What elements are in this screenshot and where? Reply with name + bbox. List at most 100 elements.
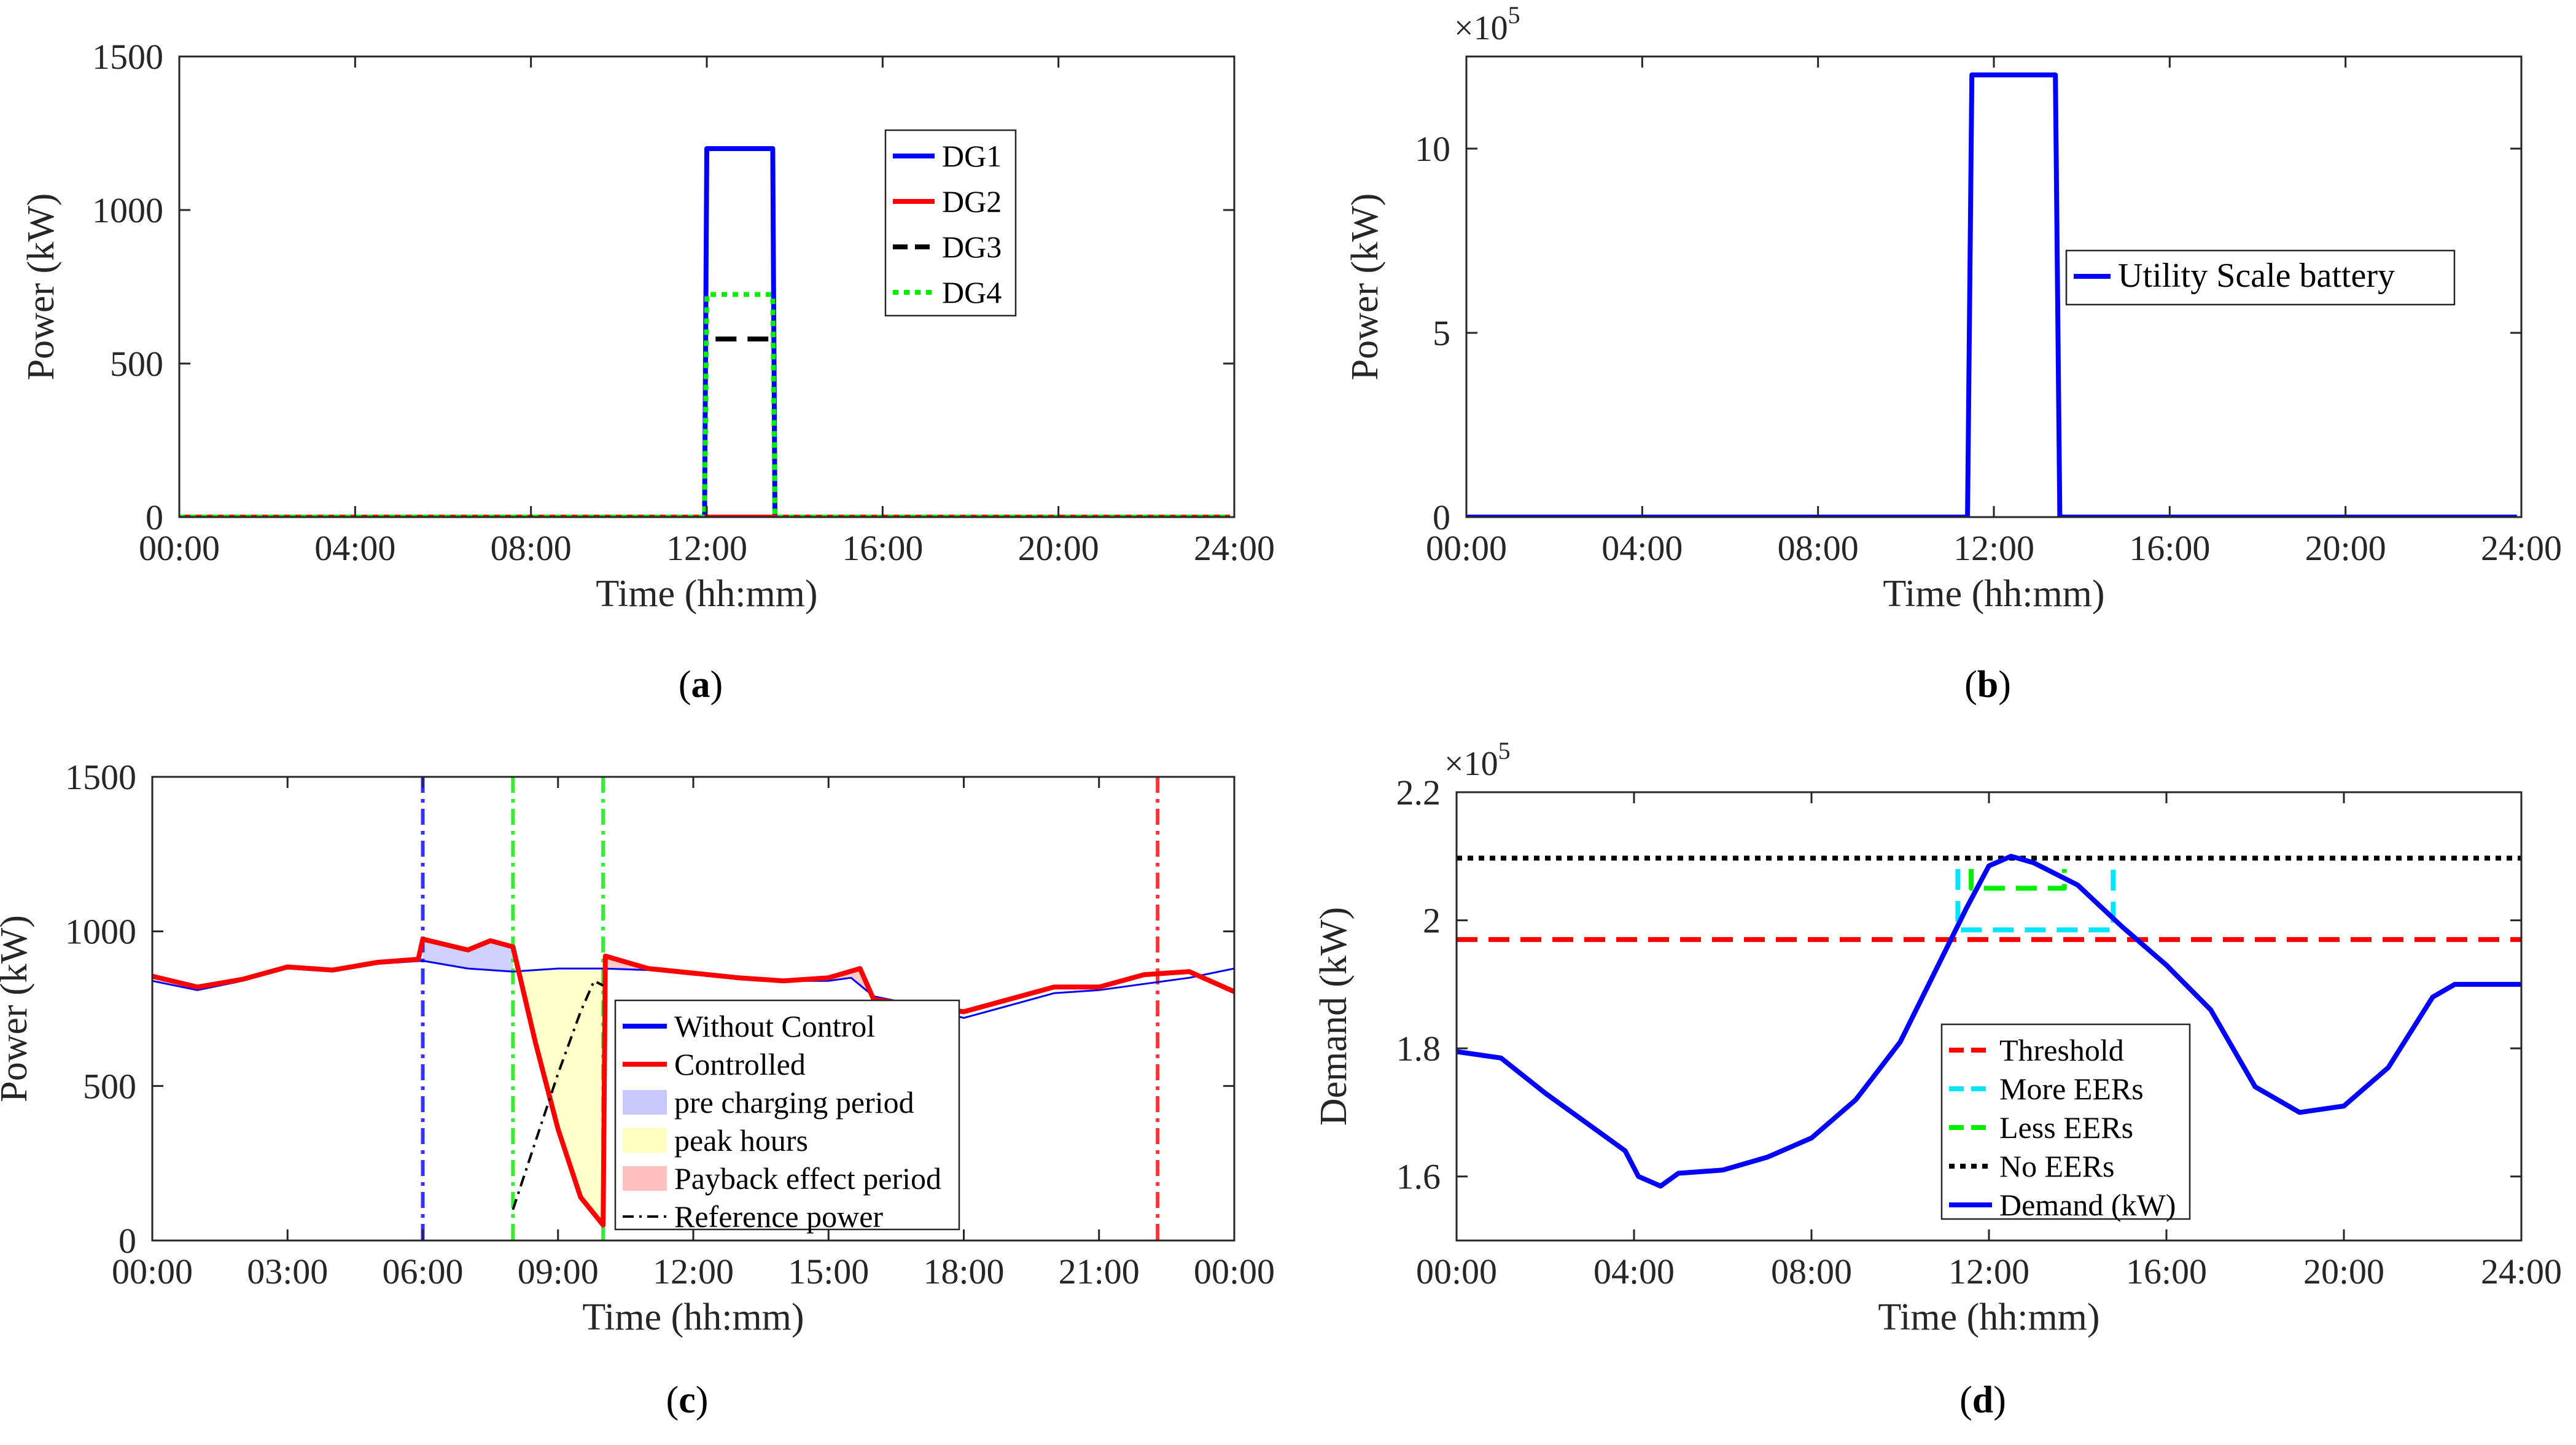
y-tick-label: 10 <box>1415 129 1450 169</box>
caption-paren: ( <box>679 664 691 706</box>
x-tick-label: 16:00 <box>842 528 923 568</box>
legend: Utility Scale battery <box>2065 249 2456 306</box>
plot-content <box>1457 854 2521 1189</box>
plot-content <box>1466 72 2517 517</box>
panel-caption: (d) <box>1959 1379 2006 1421</box>
caption-paren: ( <box>1959 1379 1972 1421</box>
x-tick-label: 16:00 <box>2129 528 2210 568</box>
y-axis-label: Power (kW) <box>0 915 35 1102</box>
legend-label: DG2 <box>942 184 1002 219</box>
legend-label: No EERs <box>1999 1149 2115 1183</box>
caption-paren: ( <box>666 1379 679 1421</box>
panel-caption: (a) <box>679 664 723 706</box>
caption-paren: ) <box>696 1379 709 1421</box>
caption-paren: ) <box>710 664 723 706</box>
panel-c: 00:00 03:00 06:00 09:00 12:00 15:00 18:00 21:00… <box>0 757 1275 1421</box>
x-axis-label: Time (hh:mm) <box>582 1296 804 1338</box>
y-tick-label: 1.6 <box>1396 1157 1441 1197</box>
x-tick-label: 20:00 <box>2305 528 2386 568</box>
panel-a: 00:00 04:00 08:00 12:00 16:00 20:00 24:00 0 500 1… <box>20 37 1275 706</box>
legend-label: Without Control <box>674 1009 875 1043</box>
fill-area-0 <box>422 939 513 972</box>
series-line-controlled <box>152 937 1234 1228</box>
legend-label: Utility Scale battery <box>2118 257 2395 295</box>
x-tick-label: 04:00 <box>1593 1252 1675 1291</box>
y-tick-label: 2.2 <box>1396 773 1441 812</box>
multiplier-exponent: 5 <box>1498 737 1511 765</box>
x-tick-label: 03:00 <box>247 1252 328 1291</box>
series-line-demand-kw- <box>1457 854 2521 1189</box>
y-tick-label: 0 <box>119 1221 136 1261</box>
x-tick-label: 20:00 <box>2303 1252 2384 1291</box>
panel-d: 00:00 04:00 08:00 12:00 16:00 20:00 24:00 1.6 1.… <box>1313 737 2562 1421</box>
legend: DG1 DG2 DG3 DG4 <box>884 129 1017 317</box>
caption-letter: d <box>1972 1379 1993 1421</box>
fill-area-1 <box>513 946 604 1225</box>
panel-b: 00:00 04:00 08:00 12:00 16:00 20:00 24:00 0 5 10 ×… <box>1344 1 2562 706</box>
x-tick-label: 12:00 <box>1948 1252 2029 1291</box>
multiplier-base: ×10 <box>1444 745 1498 783</box>
axis-multiplier: ×105 <box>1444 737 1511 783</box>
caption-letter: c <box>679 1379 696 1421</box>
legend-label: pre charging period <box>674 1085 914 1120</box>
plot-content <box>152 777 1234 1241</box>
x-tick-label: 16:00 <box>2126 1252 2207 1291</box>
x-tick-label: 24:00 <box>2481 528 2562 568</box>
legend-label: peak hours <box>674 1123 808 1158</box>
legend-box <box>884 129 1017 317</box>
y-tick-label: 1500 <box>92 37 163 77</box>
x-axis-label: Time (hh:mm) <box>1883 573 2104 615</box>
x-tick-label: 08:00 <box>1778 528 1859 568</box>
x-tick-label: 18:00 <box>923 1252 1004 1291</box>
legend-swatch <box>623 1090 667 1115</box>
axis-multiplier: ×105 <box>1454 1 1520 47</box>
y-tick-label: 1.8 <box>1396 1029 1441 1069</box>
legend-label: DG1 <box>942 139 1002 173</box>
series-line-reference-power <box>512 980 604 1210</box>
legend-box <box>1940 1023 2191 1220</box>
x-tick-label: 20:00 <box>1018 528 1099 568</box>
legend-label: Payback effect period <box>674 1161 941 1196</box>
x-tick-label: 09:00 <box>518 1252 599 1291</box>
y-tick-label: 0 <box>146 497 163 537</box>
y-tick-label: 1000 <box>92 190 163 230</box>
series-line-dg1 <box>179 146 1230 517</box>
y-tick-label: 1500 <box>65 757 136 797</box>
legend-box <box>614 999 960 1231</box>
x-tick-label: 00:00 <box>139 528 220 568</box>
x-tick-label: 04:00 <box>1601 528 1683 568</box>
x-tick-label: 15:00 <box>788 1252 869 1291</box>
x-tick-label: 24:00 <box>1194 528 1275 568</box>
legend-swatch <box>623 1128 667 1153</box>
x-tick-label: 06:00 <box>382 1252 463 1291</box>
panel-caption: (b) <box>1964 664 2011 706</box>
y-tick-label: 500 <box>83 1066 136 1106</box>
y-tick-label: 1000 <box>65 912 136 952</box>
x-tick-label: 00:00 <box>1194 1252 1275 1291</box>
x-tick-label: 21:00 <box>1059 1252 1140 1291</box>
y-axis-label: Demand (kW) <box>1313 907 1355 1126</box>
legend-label: Reference power <box>674 1199 883 1234</box>
legend-label: More EERs <box>1999 1072 2144 1106</box>
y-axis-label: Power (kW) <box>1344 193 1386 381</box>
x-tick-label: 00:00 <box>112 1252 193 1291</box>
caption-paren: ( <box>1964 664 1977 706</box>
x-tick-label: 00:00 <box>1416 1252 1497 1291</box>
x-axis-label: Time (hh:mm) <box>596 573 817 615</box>
legend-swatch <box>623 1166 667 1191</box>
multiplier-base: ×10 <box>1454 9 1508 47</box>
y-tick-label: 500 <box>110 344 163 384</box>
x-tick-label: 12:00 <box>666 528 747 568</box>
x-tick-label: 04:00 <box>314 528 395 568</box>
legend-label: Less EERs <box>1999 1110 2133 1145</box>
y-axis-label: Power (kW) <box>20 193 62 381</box>
panel-caption: (c) <box>666 1379 709 1421</box>
legend-label: DG4 <box>942 275 1002 310</box>
legend-label: Demand (kW) <box>1999 1188 2176 1222</box>
series-line-less-eers <box>1969 869 2067 891</box>
y-tick-label: 2 <box>1423 901 1441 941</box>
multiplier-exponent: 5 <box>1508 1 1520 29</box>
x-tick-label: 12:00 <box>653 1252 734 1291</box>
y-tick-label: 0 <box>1433 497 1450 537</box>
